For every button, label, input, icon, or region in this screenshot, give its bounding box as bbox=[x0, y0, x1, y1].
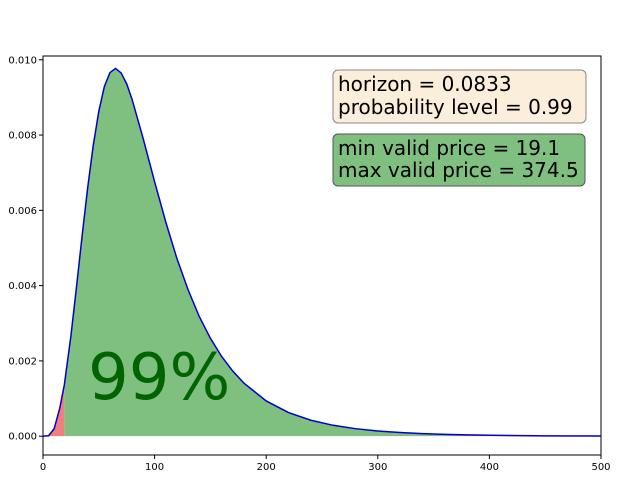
x-tick-label: 300 bbox=[368, 462, 387, 473]
region-fill-1 bbox=[64, 68, 461, 437]
y-tick-label: 0.000 bbox=[8, 432, 37, 443]
y-tick-label: 0.008 bbox=[8, 131, 37, 142]
min-valid-price-text: min valid price = 19.1 bbox=[338, 136, 560, 160]
x-axis: 0 100 200 300 400 500 bbox=[40, 455, 611, 473]
y-tick-label: 0.002 bbox=[8, 356, 37, 367]
density-curve-layer bbox=[42, 67, 602, 437]
horizon-box bbox=[332, 69, 587, 124]
x-tick-label: 400 bbox=[480, 462, 499, 473]
y-tick-label: 0.006 bbox=[8, 206, 37, 217]
x-tick-label: 0 bbox=[40, 462, 46, 473]
x-tick-label: 200 bbox=[257, 462, 276, 473]
y-tick-label: 0.010 bbox=[8, 55, 37, 66]
y-axis: 0.000 0.002 0.004 0.006 0.008 0.010 bbox=[8, 55, 43, 443]
max-valid-price-text: max valid price = 374.5 bbox=[338, 158, 579, 182]
plot-frame bbox=[42, 55, 602, 456]
y-tick-label: 0.004 bbox=[8, 281, 37, 292]
x-tick-label: 500 bbox=[591, 462, 610, 473]
percentage-label: 99% bbox=[88, 341, 230, 415]
horizon-text: horizon = 0.0833 bbox=[338, 72, 512, 96]
density-curve bbox=[42, 67, 602, 437]
price-range-box bbox=[332, 133, 586, 187]
probability-level-text: probability level = 0.99 bbox=[338, 95, 573, 119]
region-fill-0 bbox=[43, 384, 65, 437]
x-tick-label: 100 bbox=[145, 462, 164, 473]
